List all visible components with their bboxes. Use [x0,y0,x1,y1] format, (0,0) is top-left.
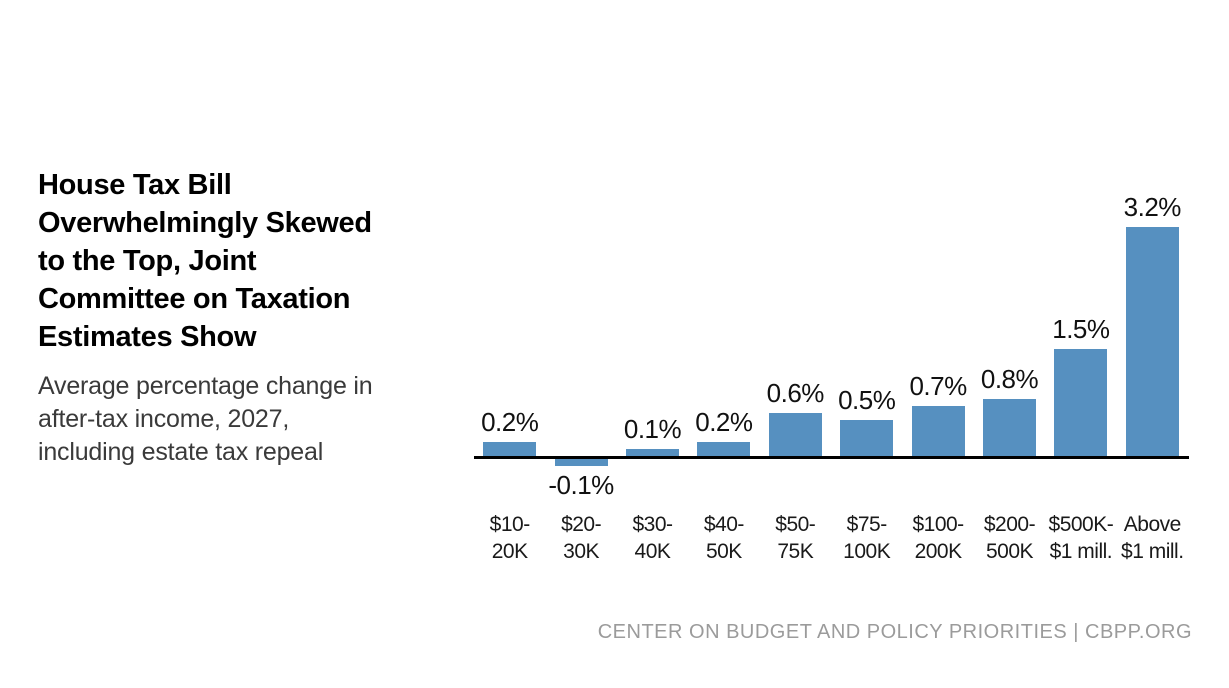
subtitle-line: including estate tax repeal [38,438,324,466]
bar-value-label: 1.5% [1052,314,1110,344]
title-line: to the Top, Joint [38,245,257,277]
bar-value-label: 0.5% [838,385,896,415]
x-axis-label: $30- 40K [632,513,673,563]
title-line: Overwhelmingly Skewed [38,207,372,239]
bar [626,449,679,456]
title-line: Committee on Taxation [38,283,351,315]
header: House Tax Bill Overwhelmingly Skewed to … [38,166,458,469]
bar-value-label: 0.6% [766,378,825,408]
x-axis-label: $75- 100K [843,513,891,563]
bar [483,442,537,456]
x-axis-label: $40- 50K [703,513,745,563]
x-axis-label: $500K- $1 mill. [1048,513,1114,563]
bar [768,413,822,456]
bar-value-label: 0.7% [909,371,967,401]
chart-subtitle: Average percentage change in after-tax i… [38,370,458,469]
bar-value-label: -0.1% [548,470,614,500]
chart-title: House Tax Bill Overwhelmingly Skewed to … [38,166,458,356]
bar [983,399,1036,456]
x-axis-label: Above $1 mill. [1121,513,1184,563]
x-axis-label: $10- 20K [489,513,531,563]
bar-value-label: 0.8% [980,364,1039,394]
plot-area: 0.2% $10- 20K -0.1% $20- 30K 0.1% $30- 40K 0.2… [474,0,1189,688]
bar [911,406,965,456]
x-axis-label: $50- 75K [775,513,816,563]
subtitle-line: Average percentage change in [38,372,373,400]
subtitle-line: after-tax income, 2027, [38,405,290,433]
x-axis-label: $100- 200K [912,513,964,563]
bar-value-label: 0.2% [695,407,753,437]
bar [1054,349,1108,456]
x-axis-label: $200- 500K [983,513,1036,563]
title-line: House Tax Bill [38,169,232,201]
bar-value-label: 0.1% [623,414,682,444]
bar-value-label: 3.2% [1123,192,1182,222]
bar [1125,227,1179,456]
bar [840,420,894,456]
footer-credit: CENTER ON BUDGET AND POLICY PRIORITIES |… [598,621,1192,644]
x-axis-line [474,456,1189,459]
x-axis-label: $20- 30K [561,513,602,563]
bar [697,442,751,456]
bar-value-label: 0.2% [481,407,539,437]
bar [554,459,608,466]
footer-credit-text: CENTER ON BUDGET AND POLICY PRIORITIES |… [597,621,1192,643]
title-line: Estimates Show [38,321,257,353]
